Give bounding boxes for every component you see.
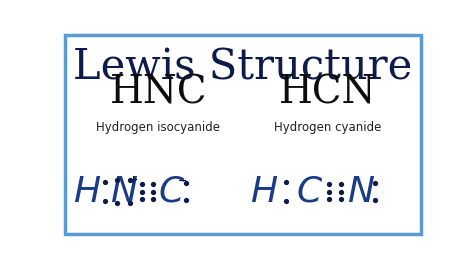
Text: H: H [73,175,100,209]
Text: C: C [159,175,184,209]
Text: H: H [250,175,277,209]
Text: HCN: HCN [279,75,376,112]
Text: C: C [296,175,322,209]
Text: HNC: HNC [109,75,207,112]
Text: Lewis Structure: Lewis Structure [73,46,412,88]
Text: +: + [129,175,138,185]
Text: Hydrogen isocyanide: Hydrogen isocyanide [96,121,220,134]
Text: N: N [110,175,137,209]
Text: −: − [178,175,187,185]
Text: N: N [347,175,374,209]
Text: Hydrogen cyanide: Hydrogen cyanide [273,121,381,134]
